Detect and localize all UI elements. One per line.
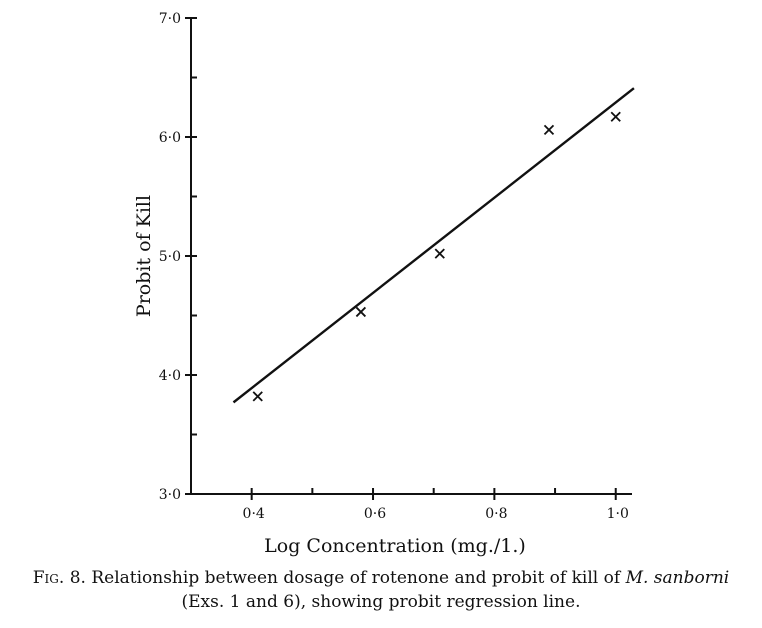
chart: 0·4 0·6 0·8 1·0 3·0 4·0 5·0 6·0 7·0 Log Concent… — [133, 11, 635, 557]
y-tick-label: 4·0 — [159, 368, 181, 384]
x-tick-label: 0·4 — [243, 506, 265, 522]
y-axis-ticks: 3·0 4·0 5·0 6·0 7·0 — [159, 11, 197, 503]
y-tick-label: 7·0 — [159, 11, 181, 27]
y-tick-label: 6·0 — [159, 130, 181, 146]
data-point-stroke — [543, 124, 555, 135]
axes — [190, 18, 632, 495]
data-point — [610, 111, 621, 122]
x-axis-ticks: 0·4 0·6 0·8 1·0 — [190, 488, 629, 522]
data-point-stroke — [434, 248, 445, 259]
data-point-stroke — [252, 391, 263, 402]
data-point — [355, 306, 367, 318]
y-axis-title: Probit of Kill — [133, 195, 155, 317]
y-tick-label: 3·0 — [159, 487, 181, 503]
figure-label: Fig. 8. — [32, 568, 86, 588]
x-tick-label: 0·6 — [364, 506, 386, 522]
y-tick-label: 5·0 — [159, 249, 181, 265]
regression-line — [232, 87, 635, 404]
caption-text: Relationship between dosage of rotenone … — [91, 568, 621, 588]
data-point — [252, 391, 263, 402]
x-axis-title: Log Concentration (mg./1.) — [264, 535, 526, 557]
caption-text-continued: (Exs. 1 and 6), showing probit regressio… — [181, 592, 581, 612]
regression-line-layer — [232, 87, 635, 404]
data-point — [434, 248, 445, 259]
figure-caption: Fig. 8. Relationship between dosage of r… — [20, 566, 742, 614]
x-tick-label: 0·8 — [485, 506, 507, 522]
caption-species: M. sanborni — [625, 568, 730, 588]
data-point-stroke — [355, 306, 367, 318]
data-points — [252, 111, 621, 402]
data-point-stroke — [610, 111, 621, 122]
data-point — [543, 124, 555, 135]
x-tick-label: 1·0 — [607, 506, 629, 522]
